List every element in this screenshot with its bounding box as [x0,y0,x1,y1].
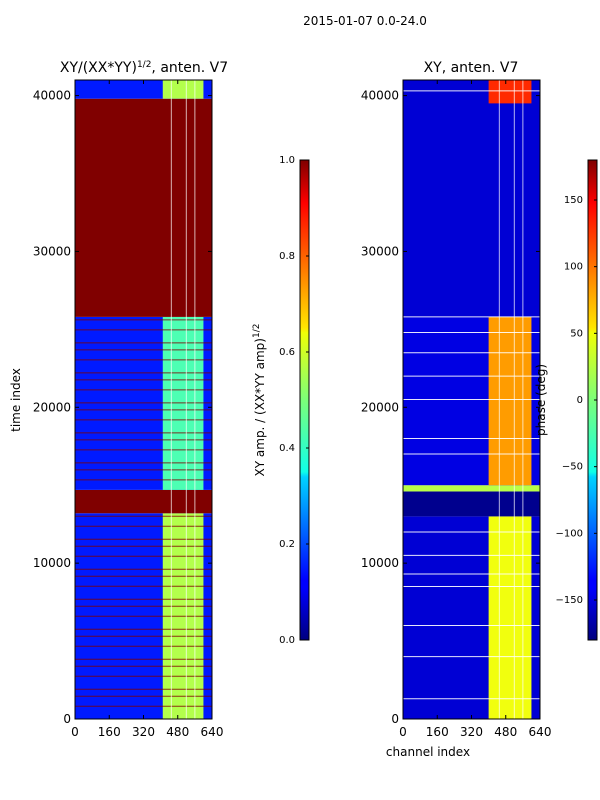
right-y-tick-label: 20000 [361,400,399,414]
left-x-tick-label: 640 [201,725,224,739]
right-heatmap-cell-5 [488,316,532,486]
right-colorbar-tick-label: −150 [556,595,583,606]
right-y-tick-label: 10000 [361,556,399,570]
right-heatmap-cell-6 [403,80,540,317]
right-colorbar-ticks: −150 −100 −50 0 50 100 150 [556,195,597,606]
left-colorbar-tick-label: 0.2 [279,539,295,550]
right-panel-title: XY, anten. V7 [424,60,519,76]
right-colorbar-label: phase (deg) [534,364,548,436]
left-colorbar-gradient [299,159,310,641]
right-colorbar-tick-label: −100 [556,528,583,539]
left-x-tick-label: 480 [166,725,189,739]
left-y-tick-label: 20000 [33,400,71,414]
right-colorbar-tick-label: −50 [562,462,583,473]
right-heatmap-cell-3 [403,485,540,492]
right-y-tick-label: 0 [391,712,399,726]
right-y-ticks: 0 10000 20000 30000 40000 [361,89,540,726]
figure-suptitle: 2015-01-07 0.0-24.0 [303,14,427,28]
right-x-tick-label: 480 [494,725,517,739]
left-colorbar-label: XY amp. / (XX*YY amp)1/2 [252,324,267,477]
left-colorbar-ticks: 0.0 0.2 0.4 0.6 0.8 1.0 [279,155,309,646]
left-y-ticks: 0 10000 20000 30000 40000 [33,89,212,726]
left-colorbar-tick-label: 0.8 [279,251,295,262]
right-x-tick-label: 640 [529,725,552,739]
left-colorbar-tick-label: 0.6 [279,347,295,358]
left-heatmap-cell-5 [75,98,212,317]
left-heatmap-stripes [75,80,212,719]
left-y-tick-label: 0 [63,712,71,726]
left-panel: XY/(XX*YY)1/2, anten. V7 0 160 320 480 640 0… [9,60,228,739]
left-x-tick-label: 160 [98,725,121,739]
right-x-ticks: 0 160 320 480 640 [399,80,551,739]
right-x-tick-label: 320 [460,725,483,739]
right-heatmap-cell-2 [403,491,540,517]
right-heatmap-cell-1 [488,516,532,719]
left-colorbar-tick-label: 0.4 [279,443,295,454]
left-heatmap-cell-7 [162,80,204,99]
right-panel: XY, anten. V7 0 160 320 480 640 0 10000 20000 3… [361,60,552,759]
left-colorbar-tick-label: 1.0 [279,155,295,166]
right-colorbar-tick-label: 150 [564,195,583,206]
left-heatmap-cells [75,80,212,719]
left-colorbar-tick-label: 0.0 [279,635,295,646]
right-heatmap-cell-7 [488,80,532,104]
left-y-tick-label: 10000 [33,556,71,570]
right-colorbar: −150 −100 −50 0 50 100 150 phase (deg) [534,159,598,641]
left-panel-title: XY/(XX*YY)1/2, anten. V7 [60,60,228,76]
left-y-axis-label: time index [9,368,23,432]
right-colorbar-tick-label: 100 [564,262,583,273]
left-x-tick-label: 320 [132,725,155,739]
left-x-tick-label: 0 [71,725,79,739]
right-heatmap-stripes [403,80,540,719]
right-x-tick-label: 0 [399,725,407,739]
left-y-tick-label: 30000 [33,244,71,258]
right-heatmap-cells [403,80,540,719]
right-y-tick-label: 30000 [361,244,399,258]
right-colorbar-tick-label: 0 [577,395,583,406]
left-colorbar: 0.0 0.2 0.4 0.6 0.8 1.0 XY amp. / (XX*YY amp)… [252,155,310,646]
left-y-tick-label: 40000 [33,89,71,103]
right-colorbar-tick-label: 50 [570,328,583,339]
right-y-tick-label: 40000 [361,89,399,103]
right-x-tick-label: 160 [426,725,449,739]
right-x-axis-label: channel index [386,745,470,759]
left-x-ticks: 0 160 320 480 640 [71,80,223,739]
left-heatmap-cell-2 [75,489,212,514]
